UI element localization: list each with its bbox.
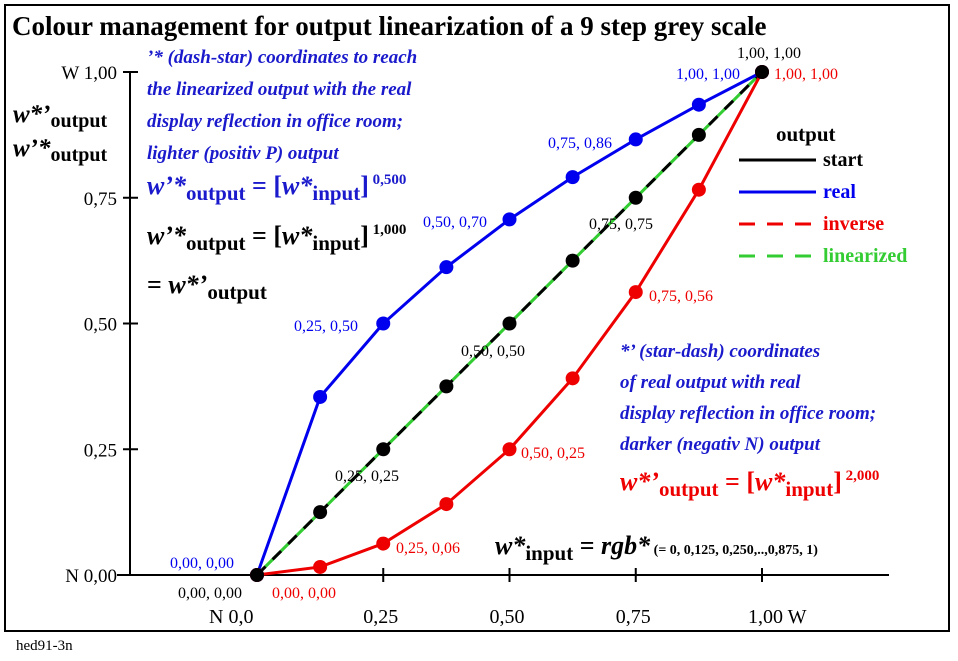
formula-identity: w’*output = [w*input] 1,000 xyxy=(147,221,406,255)
data-point-real xyxy=(628,132,643,147)
legend-label-start: start xyxy=(823,149,863,171)
y-axis-label-1: w*’output xyxy=(13,101,108,132)
formula-equal: = w*’output xyxy=(147,270,267,304)
y-tick-label: N 0,00 xyxy=(65,566,117,587)
data-point-real xyxy=(313,389,328,404)
data-point-inverse xyxy=(439,497,454,512)
data-point-start xyxy=(691,127,706,142)
point-label: 1,00, 1,00 xyxy=(737,45,801,62)
annotation-blue-line: the linearized output with the real xyxy=(147,79,412,100)
point-label: 0,50, 0,50 xyxy=(461,343,525,360)
data-point-start xyxy=(313,505,328,520)
formula-negative: w*’output = [w*input] 2,000 xyxy=(620,467,879,501)
data-point-start xyxy=(376,442,391,457)
y-tick-label: 0,75 xyxy=(84,189,117,210)
annotation-red-line: of real output with real xyxy=(620,372,801,393)
data-point-real xyxy=(565,170,580,185)
point-label: 0,25, 0,50 xyxy=(294,318,358,335)
formula-input: w*input = rgb* (= 0, 0,125, 0,250,..,0,8… xyxy=(495,531,818,565)
annotation-red-line: display reflection in office room; xyxy=(620,403,876,424)
point-label: 1,00, 1,00 xyxy=(774,66,838,83)
x-tick-label: 0,50 xyxy=(490,606,525,628)
data-point-inverse xyxy=(502,442,517,457)
data-point-real xyxy=(691,97,706,112)
point-label: 0,25, 0,25 xyxy=(335,468,399,485)
point-label: 0,00, 0,00 xyxy=(272,585,336,602)
legend-label-real: real xyxy=(823,181,856,203)
point-label: 0,50, 0,70 xyxy=(423,214,487,231)
legend-label-inverse: inverse xyxy=(823,213,884,235)
point-label: 0,25, 0,06 xyxy=(396,540,460,557)
chart-title: Colour management for output linearizati… xyxy=(12,11,766,41)
data-point-real xyxy=(376,316,391,331)
data-point-start xyxy=(502,316,517,331)
legend-title: output xyxy=(776,122,836,146)
data-point-real xyxy=(502,212,517,227)
legend-label-linearized: linearized xyxy=(823,245,907,267)
y-tick-label: 0,50 xyxy=(84,315,117,336)
y-tick-label: W 1,00 xyxy=(61,63,117,84)
data-point-inverse xyxy=(628,285,643,300)
formula-positive: w’*output = [w*input] 0,500 xyxy=(147,171,406,205)
point-label: 1,00, 1,00 xyxy=(676,66,740,83)
point-label: 0,75, 0,86 xyxy=(548,135,612,152)
y-axis-label-2: w’*output xyxy=(13,135,108,166)
data-point-inverse xyxy=(565,371,580,386)
annotation-red-line: darker (negativ N) output xyxy=(620,434,821,455)
data-point-inverse xyxy=(691,182,706,197)
point-label: 0,00, 0,00 xyxy=(178,585,242,602)
x-tick-label: 0,25 xyxy=(363,606,398,628)
point-label: 0,00, 0,00 xyxy=(170,555,234,572)
annotation-blue-line: ’* (dash-star) coordinates to reach xyxy=(147,47,417,68)
data-point-start xyxy=(565,253,580,268)
annotation-blue-line: lighter (positiv P) output xyxy=(147,143,339,164)
data-point-start xyxy=(628,190,643,205)
data-point-start xyxy=(755,65,769,79)
chart-frame xyxy=(4,4,950,632)
data-point-real xyxy=(439,260,454,275)
annotation-blue-line: display reflection in office room; xyxy=(147,111,403,132)
y-tick-label: 0,25 xyxy=(84,440,117,461)
annotation-red-line: *’ (star-dash) coordinates xyxy=(620,341,820,362)
x-tick-label: 0,75 xyxy=(616,606,651,628)
data-point-start xyxy=(439,379,454,394)
figure-code: hed91-3n xyxy=(16,638,73,654)
x-tick-label: N 0,0 xyxy=(209,606,253,628)
x-tick-label: 1,00 W xyxy=(748,606,807,628)
data-point-inverse xyxy=(313,559,328,574)
point-label: 0,50, 0,25 xyxy=(521,445,585,462)
point-label: 0,75, 0,56 xyxy=(649,288,713,305)
data-point-inverse xyxy=(376,536,391,551)
data-point-start xyxy=(250,568,264,582)
point-label: 0,75, 0,75 xyxy=(589,216,653,233)
